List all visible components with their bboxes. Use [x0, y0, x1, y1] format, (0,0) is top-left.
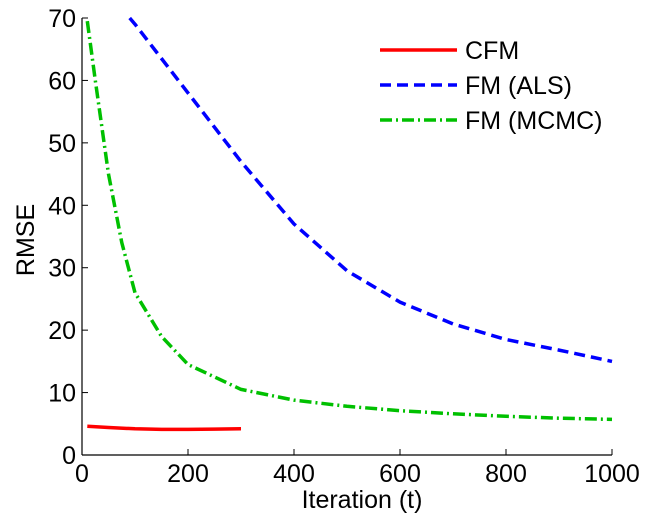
y-tick-label: 0 — [62, 442, 76, 470]
series-line-fm-mcmc — [85, 20, 613, 422]
x-tick-label: 0 — [75, 460, 89, 488]
series-lines — [85, 16, 613, 432]
y-tick-label: 30 — [48, 255, 76, 283]
y-tick-label: 60 — [48, 67, 76, 95]
series-line-fm-als — [128, 16, 613, 364]
x-tick-label: 600 — [379, 460, 421, 488]
series-line-cfm — [87, 424, 242, 432]
y-tick-label: 50 — [48, 130, 76, 158]
legend: CFM FM (ALS) FM (MCMC) — [380, 37, 602, 135]
x-tick-label: 200 — [167, 460, 209, 488]
x-tick-label: 800 — [485, 460, 527, 488]
x-tick-label: 1000 — [584, 460, 640, 488]
legend-label: FM (MCMC) — [465, 107, 602, 135]
y-tick-label: 20 — [48, 317, 76, 345]
y-tick-label: 70 — [48, 5, 76, 33]
legend-label: CFM — [465, 37, 519, 65]
y-tick-label: 10 — [48, 380, 76, 408]
y-axis-title: RMSE — [12, 204, 40, 276]
x-axis-title: Iteration (t) — [302, 486, 423, 514]
axes — [81, 17, 613, 456]
legend-label: FM (ALS) — [465, 72, 572, 100]
x-tick-label: 400 — [273, 460, 315, 488]
y-tick-label: 40 — [48, 192, 76, 220]
tick-labels: 0 200 400 600 800 1000 0 10 20 30 40 50 60 70 — [48, 5, 640, 488]
